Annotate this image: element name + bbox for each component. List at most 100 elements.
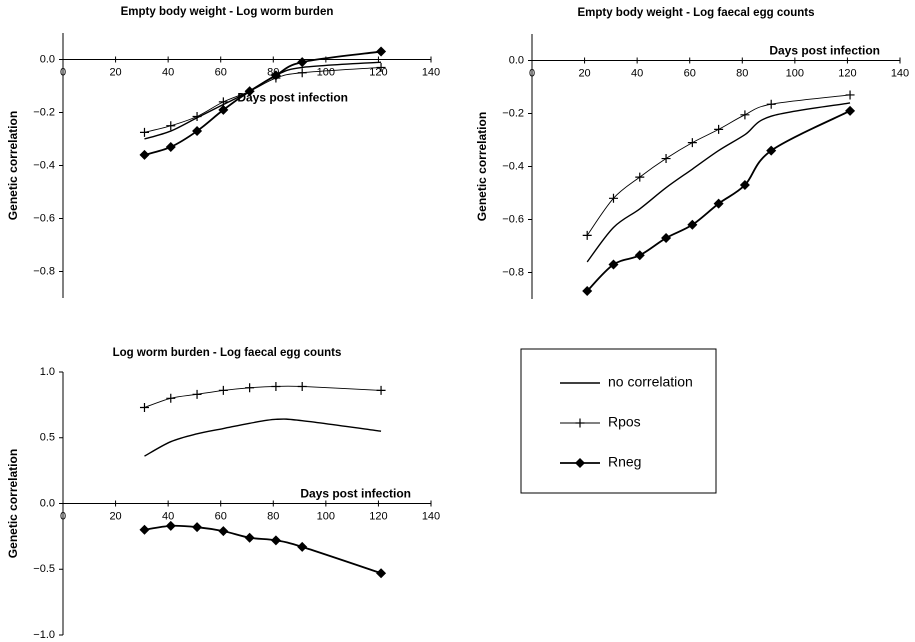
x-tick-label: 140 <box>891 67 909 79</box>
x-tick-label: 140 <box>422 66 440 78</box>
plus-marker <box>376 62 386 72</box>
diamond-marker <box>297 541 308 552</box>
chart-title: Log worm burden - Log faecal egg counts <box>113 347 342 359</box>
plus-marker <box>192 111 202 121</box>
diamond-marker <box>661 233 672 244</box>
diamond-marker <box>713 198 724 209</box>
series-line <box>144 418 382 457</box>
plus-marker <box>582 230 592 240</box>
diamond-marker <box>634 250 645 261</box>
diamond-marker <box>270 70 281 81</box>
legend-box <box>520 348 717 494</box>
legend-marker <box>575 458 585 468</box>
plus-marker <box>245 383 255 393</box>
diamond-marker <box>376 46 387 57</box>
diamond-marker <box>192 126 203 137</box>
y-tick-label: −0.2 <box>502 107 524 119</box>
y-axis-label: Genetic correlation <box>6 111 20 220</box>
legend-marker <box>575 418 585 428</box>
diamond-marker <box>608 259 619 270</box>
legend-label: no correlation <box>608 374 693 390</box>
x-tick-label: 0 <box>529 67 535 79</box>
plus-marker <box>687 138 697 148</box>
diamond-marker <box>244 86 255 97</box>
diamond-marker <box>376 568 387 579</box>
x-tick-label: 0 <box>60 510 66 522</box>
plus-marker <box>192 389 202 399</box>
diamond-marker <box>218 104 229 115</box>
y-tick-label: −0.2 <box>33 106 55 118</box>
x-tick-label: 80 <box>267 510 279 522</box>
x-axis-label: Days post infection <box>769 44 880 58</box>
plus-marker <box>166 393 176 403</box>
x-tick-label: 40 <box>162 510 174 522</box>
x-tick-label: 40 <box>162 66 174 78</box>
y-tick-label: −0.4 <box>502 160 524 172</box>
y-tick-label: −0.6 <box>502 213 524 225</box>
x-axis-label: Days post infection <box>300 487 411 501</box>
diamond-marker <box>192 522 203 533</box>
y-tick-label: −1.0 <box>33 629 55 641</box>
x-tick-label: 100 <box>317 510 335 522</box>
diamond-marker <box>297 57 308 68</box>
diamond-marker <box>139 524 150 535</box>
y-tick-label: 0.0 <box>509 54 524 66</box>
series-line <box>586 94 851 236</box>
x-axis-label: Days post infection <box>237 91 348 105</box>
plus-marker <box>661 154 671 164</box>
legend-label: Rneg <box>608 454 641 470</box>
plus-marker <box>376 385 386 395</box>
x-tick-label: 0 <box>60 66 66 78</box>
x-tick-label: 120 <box>838 67 856 79</box>
x-tick-label: 60 <box>684 67 696 79</box>
x-tick-label: 20 <box>578 67 590 79</box>
x-tick-label: 80 <box>736 67 748 79</box>
diamond-marker <box>582 286 593 297</box>
y-tick-label: 0.0 <box>40 53 55 65</box>
x-tick-label: 140 <box>422 510 440 522</box>
diamond-marker <box>739 180 750 191</box>
plus-marker <box>740 110 750 120</box>
y-tick-label: 1.0 <box>40 366 55 378</box>
y-tick-label: −0.6 <box>33 212 55 224</box>
diamond-marker <box>845 105 856 116</box>
plus-marker <box>166 121 176 131</box>
plus-marker <box>218 385 228 395</box>
chart-title: Empty body weight - Log worm burden <box>121 6 334 18</box>
x-tick-label: 120 <box>369 510 387 522</box>
diamond-marker <box>244 532 255 543</box>
x-tick-label: 40 <box>631 67 643 79</box>
y-tick-label: −0.5 <box>33 563 55 575</box>
y-tick-label: −0.8 <box>33 265 55 277</box>
plus-marker <box>297 68 307 78</box>
plus-marker <box>635 172 645 182</box>
chart-title: Empty body weight - Log faecal egg count… <box>577 7 814 19</box>
x-tick-label: 100 <box>786 67 804 79</box>
x-tick-label: 120 <box>369 66 387 78</box>
series-line <box>144 385 382 408</box>
legend-label: Rpos <box>608 414 641 430</box>
x-tick-label: 20 <box>109 66 121 78</box>
y-tick-label: 0.5 <box>40 432 55 444</box>
x-tick-label: 20 <box>109 510 121 522</box>
y-tick-label: −0.4 <box>33 159 55 171</box>
diamond-marker <box>139 149 150 160</box>
diamond-marker <box>270 535 281 546</box>
y-tick-label: 0.0 <box>40 497 55 509</box>
plus-marker <box>297 381 307 391</box>
diamond-marker <box>766 145 777 156</box>
plus-marker <box>139 127 149 137</box>
series-line <box>144 61 382 140</box>
plus-marker <box>714 124 724 134</box>
x-tick-label: 60 <box>215 510 227 522</box>
plus-marker <box>139 403 149 413</box>
x-tick-label: 100 <box>317 66 335 78</box>
series-line <box>586 102 851 263</box>
plus-marker <box>845 90 855 100</box>
y-tick-label: −0.8 <box>502 266 524 278</box>
diamond-marker <box>687 219 698 230</box>
plus-marker <box>766 99 776 109</box>
diamond-marker <box>165 520 176 531</box>
diamond-marker <box>218 526 229 537</box>
